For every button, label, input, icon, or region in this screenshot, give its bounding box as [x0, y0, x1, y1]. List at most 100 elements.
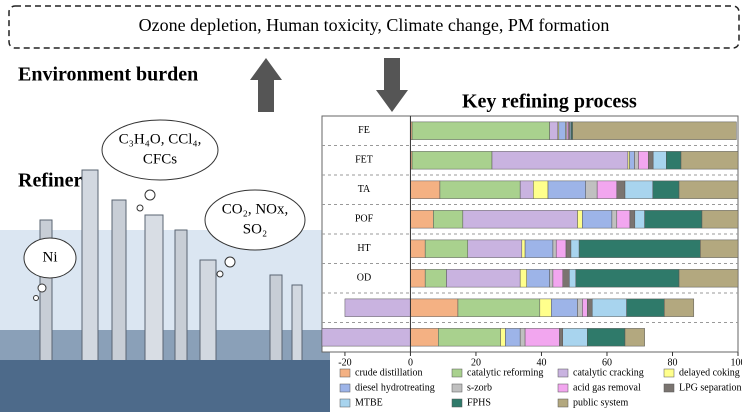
bar-segment	[555, 239, 567, 258]
x-tick-label: 80	[667, 357, 677, 368]
bar-segment	[410, 180, 441, 199]
legend-swatch	[339, 383, 351, 393]
bar-segment	[629, 210, 636, 229]
bar-segment	[552, 239, 557, 258]
bar-segment	[549, 269, 554, 288]
bar-segment	[611, 210, 618, 229]
impact-box	[8, 5, 740, 49]
bar-segment	[559, 328, 564, 347]
bar-segment	[666, 151, 682, 170]
cloud-text: Ni	[43, 249, 58, 265]
bar-segment	[624, 328, 645, 347]
bar-segment	[410, 269, 426, 288]
bar-segment	[539, 298, 552, 317]
legend-label: public system	[573, 397, 628, 408]
bar-segment	[626, 298, 665, 317]
refinery-label: Refinery	[18, 170, 92, 192]
legend-label: catalytic cracking	[573, 367, 644, 378]
y-tick-label: POF	[355, 214, 374, 225]
refinery-illustration	[0, 169, 330, 412]
bar-segment	[519, 328, 526, 347]
bar-segment	[680, 151, 739, 170]
legend-swatch	[557, 368, 569, 378]
bar-segment	[424, 269, 447, 288]
bar-segment	[652, 151, 667, 170]
x-tick-label: 100	[731, 357, 742, 368]
bar-segment	[438, 328, 501, 347]
bar-segment	[410, 210, 434, 229]
y-tick-label: FE	[358, 125, 370, 136]
legend-swatch	[663, 383, 675, 393]
bar-segment	[467, 239, 523, 258]
bar-segment	[552, 269, 564, 288]
y-tick-label: HT	[357, 243, 370, 254]
bar-segment	[664, 298, 695, 317]
x-tick-label: 20	[471, 357, 481, 368]
cloud-text: CFCs	[143, 151, 177, 167]
legend-label: MTBE	[355, 397, 383, 408]
bar-segment	[457, 298, 541, 317]
x-tick-label: 0	[408, 357, 413, 368]
bar-segment	[577, 298, 583, 317]
bar-segment	[533, 180, 549, 199]
legend-swatch	[339, 368, 351, 378]
bar-segment	[572, 121, 737, 140]
bar-segment	[577, 210, 583, 229]
bar-segment	[424, 239, 469, 258]
bar-segment	[582, 298, 588, 317]
legend-label: diesel hydrotreating	[355, 382, 435, 393]
legend-swatch	[451, 383, 463, 393]
up-arrow	[250, 58, 282, 112]
environment-label: Environment burden	[18, 64, 198, 86]
bar-segment	[439, 180, 521, 199]
bar-segment	[558, 121, 566, 140]
bar-segment	[505, 328, 521, 347]
bar-segment	[521, 239, 526, 258]
legend-label: crude distillation	[355, 367, 423, 378]
bar-segment	[433, 210, 464, 229]
bar-segment	[410, 298, 459, 317]
y-tick-label: TA	[358, 184, 371, 195]
bar-segment	[410, 328, 439, 347]
bar-segment	[578, 239, 701, 258]
cloud-text: C₃H₄O, CCl₄,	[119, 131, 202, 147]
bar-segment	[549, 121, 559, 140]
bar-segment	[652, 180, 680, 199]
bar-segment	[582, 210, 613, 229]
bar-segment	[701, 210, 739, 229]
legend-swatch	[339, 398, 351, 408]
bar-segment	[526, 269, 550, 288]
thought-clouds	[23, 119, 306, 301]
impact-text: Ozone depletion, Human toxicity, Climate…	[139, 15, 610, 35]
bar-segment	[629, 151, 635, 170]
bar-segment	[562, 269, 570, 288]
bar-segment	[569, 269, 577, 288]
bar-segment	[644, 210, 703, 229]
y-tick-label: OD	[357, 273, 371, 284]
bar-segment	[638, 151, 649, 170]
cloud-text: SO₂	[243, 221, 267, 237]
bar-segment	[462, 210, 578, 229]
bar-segment	[634, 210, 645, 229]
legend-swatch	[557, 398, 569, 408]
legend-label: delayed coking	[679, 367, 740, 378]
bar-segment	[411, 121, 550, 140]
bar-segment	[700, 239, 739, 258]
bar-segment	[575, 269, 680, 288]
bar-segment	[678, 180, 739, 199]
bar-segment	[616, 210, 631, 229]
bar-segment	[491, 151, 629, 170]
legend-swatch	[451, 398, 463, 408]
legend-label: acid gas removal	[573, 382, 641, 393]
bar-segment	[562, 328, 588, 347]
bar-segment	[411, 151, 493, 170]
bar-segment	[547, 180, 586, 199]
bar-segment	[678, 269, 739, 288]
cloud-text: CO₂, NOx,	[222, 201, 288, 217]
legend-label: LPG separation	[679, 382, 742, 393]
bar-segment	[524, 239, 554, 258]
bar-segment	[587, 298, 593, 317]
bar-segment	[446, 269, 521, 288]
bar-segment	[647, 151, 654, 170]
